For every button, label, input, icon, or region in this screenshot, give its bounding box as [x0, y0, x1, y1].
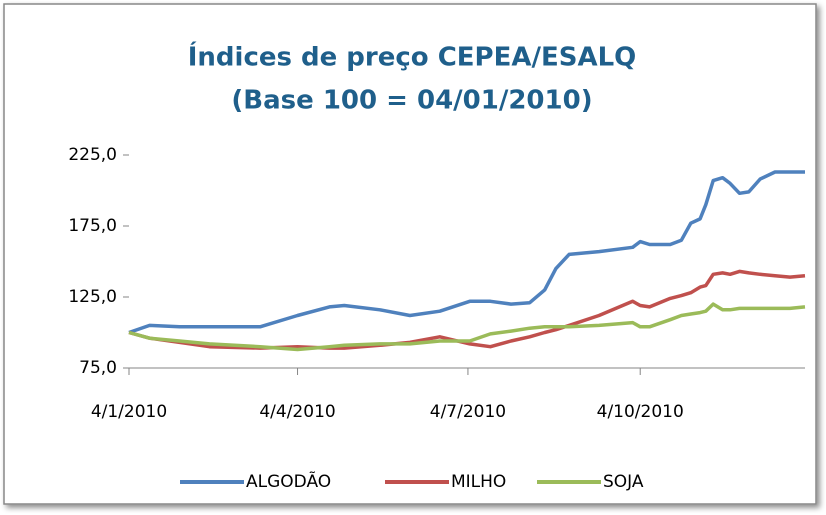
- y-tick-label: 175,0: [68, 216, 117, 236]
- legend-label: MILHO: [451, 472, 506, 492]
- x-tick-label: 4/4/2010: [259, 402, 335, 422]
- chart-subtitle: (Base 100 = 04/01/2010): [231, 86, 592, 116]
- legend-label: ALGODÃO: [246, 470, 331, 492]
- y-tick-label: 75,0: [79, 358, 117, 378]
- x-tick-label: 4/1/2010: [91, 402, 167, 422]
- x-tick-label: 4/10/2010: [597, 402, 684, 422]
- series-line: [128, 170, 805, 335]
- chart-title: Índices de preço CEPEA/ESALQ: [188, 41, 637, 73]
- chart-frame: [3, 3, 817, 505]
- legend-label: SOJA: [603, 472, 644, 492]
- x-tick-label: 4/7/2010: [430, 402, 506, 422]
- y-tick-label: 225,0: [68, 145, 117, 165]
- y-tick-label: 125,0: [68, 287, 117, 307]
- series-line: [128, 302, 806, 352]
